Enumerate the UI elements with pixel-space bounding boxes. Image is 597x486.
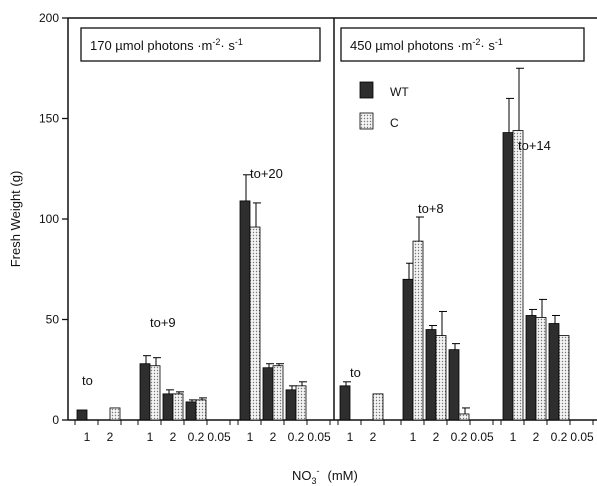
panel-title-1-sup2: -1 — [235, 37, 243, 47]
x-category-label: 0.2 — [551, 430, 568, 444]
bar-c — [558, 335, 570, 421]
bar-wt — [285, 389, 297, 421]
bar-c — [412, 240, 424, 421]
time-label: to+14 — [518, 138, 551, 153]
x-category-label: 1 — [84, 430, 91, 444]
x-category-label: 0.05 — [570, 430, 594, 444]
y-tick-label: 200 — [39, 11, 59, 25]
bar-c — [372, 393, 384, 421]
x-category-label: 1 — [510, 430, 517, 444]
panel-title-2-mid: · s — [480, 38, 495, 53]
bar-c — [149, 365, 161, 421]
x-category-label: 2 — [370, 430, 377, 444]
panel-title-1-mid: · s — [220, 38, 235, 53]
bar-c — [295, 385, 307, 421]
bar-c — [172, 393, 184, 421]
bar-c — [109, 407, 121, 421]
x-category-label: 1 — [247, 430, 254, 444]
bar-wt — [402, 278, 414, 421]
bar-wt — [76, 409, 88, 421]
bar-c — [435, 335, 447, 421]
panel-title-1: 170 µmol photons ·m-2· s-1 — [80, 27, 321, 62]
bar-wt — [548, 323, 560, 421]
panel-title-2-sup1: -2 — [472, 37, 480, 47]
x-category-label: 1 — [347, 430, 354, 444]
legend-label-c: C — [390, 116, 399, 130]
x-category-label: 2 — [433, 430, 440, 444]
panel-title-2-sup2: -1 — [495, 37, 503, 47]
bar-wt — [185, 401, 197, 421]
x-category-label: 1 — [410, 430, 417, 444]
bar-c — [249, 226, 261, 421]
y-tick-label: 50 — [46, 313, 60, 327]
x-axis-label-sup: - — [317, 466, 320, 476]
panel-title-1-sup1: -2 — [212, 37, 220, 47]
x-category-label: 2 — [533, 430, 540, 444]
legend-swatch-wt — [359, 81, 374, 99]
x-category-label: 1 — [147, 430, 154, 444]
x-category-label: 2 — [270, 430, 277, 444]
x-category-label: 0.2 — [451, 430, 468, 444]
bar-c — [512, 130, 524, 421]
y-axis: 0 50 100 150 200 — [39, 11, 68, 427]
y-tick-label: 150 — [39, 112, 59, 126]
time-label: to — [350, 365, 361, 380]
bar-wt — [262, 367, 274, 421]
time-label: to+8 — [418, 201, 444, 216]
bar-c — [195, 399, 207, 421]
bars-layer — [76, 67, 570, 421]
legend: WT C — [359, 81, 409, 130]
panel-title-1-main: 170 µmol photons ·m — [90, 38, 212, 53]
x-category-label: 0.05 — [470, 430, 494, 444]
x-category-label: 0.2 — [288, 430, 305, 444]
legend-swatch-c — [359, 112, 374, 130]
time-label: to — [82, 373, 93, 388]
bar-wt — [502, 132, 514, 421]
x-category-label: 2 — [170, 430, 177, 444]
time-label: to+9 — [150, 315, 176, 330]
bar-wt — [425, 329, 437, 421]
bar-c — [272, 365, 284, 421]
panel-title-2-main: 450 µmol photons ·m — [350, 38, 472, 53]
panel-title-2: 450 µmol photons ·m-2· s-1 — [340, 27, 585, 62]
bar-wt — [525, 315, 537, 421]
svg-text:450 µmol photons ·m-2· s-1: 450 µmol photons ·m-2· s-1 — [350, 37, 503, 53]
time-label: to+20 — [250, 166, 283, 181]
bar-wt — [239, 200, 251, 421]
x-category-label: 2 — [107, 430, 114, 444]
bar-c — [535, 317, 547, 421]
x-axis-label-unit: (mM) — [328, 468, 358, 483]
bar-c — [458, 413, 470, 421]
x-category-label: 0.05 — [207, 430, 231, 444]
y-axis-label: Fresh Weight (g) — [8, 171, 23, 268]
y-tick-label: 0 — [52, 413, 59, 427]
x-category-label: 0.05 — [307, 430, 331, 444]
bar-wt — [162, 393, 174, 421]
x-category-label: 0.2 — [188, 430, 205, 444]
bar-wt — [339, 385, 351, 421]
legend-label-wt: WT — [390, 85, 409, 99]
bar-wt — [139, 363, 151, 421]
y-tick-label: 100 — [39, 212, 59, 226]
svg-text:170 µmol photons ·m-2· s-1: 170 µmol photons ·m-2· s-1 — [90, 37, 243, 53]
x-axis-label-main: NO — [292, 468, 312, 483]
bar-wt — [448, 349, 460, 421]
x-axis-label: NO3- (mM) — [292, 466, 358, 486]
x-axis-label-sub: 3 — [312, 476, 317, 486]
